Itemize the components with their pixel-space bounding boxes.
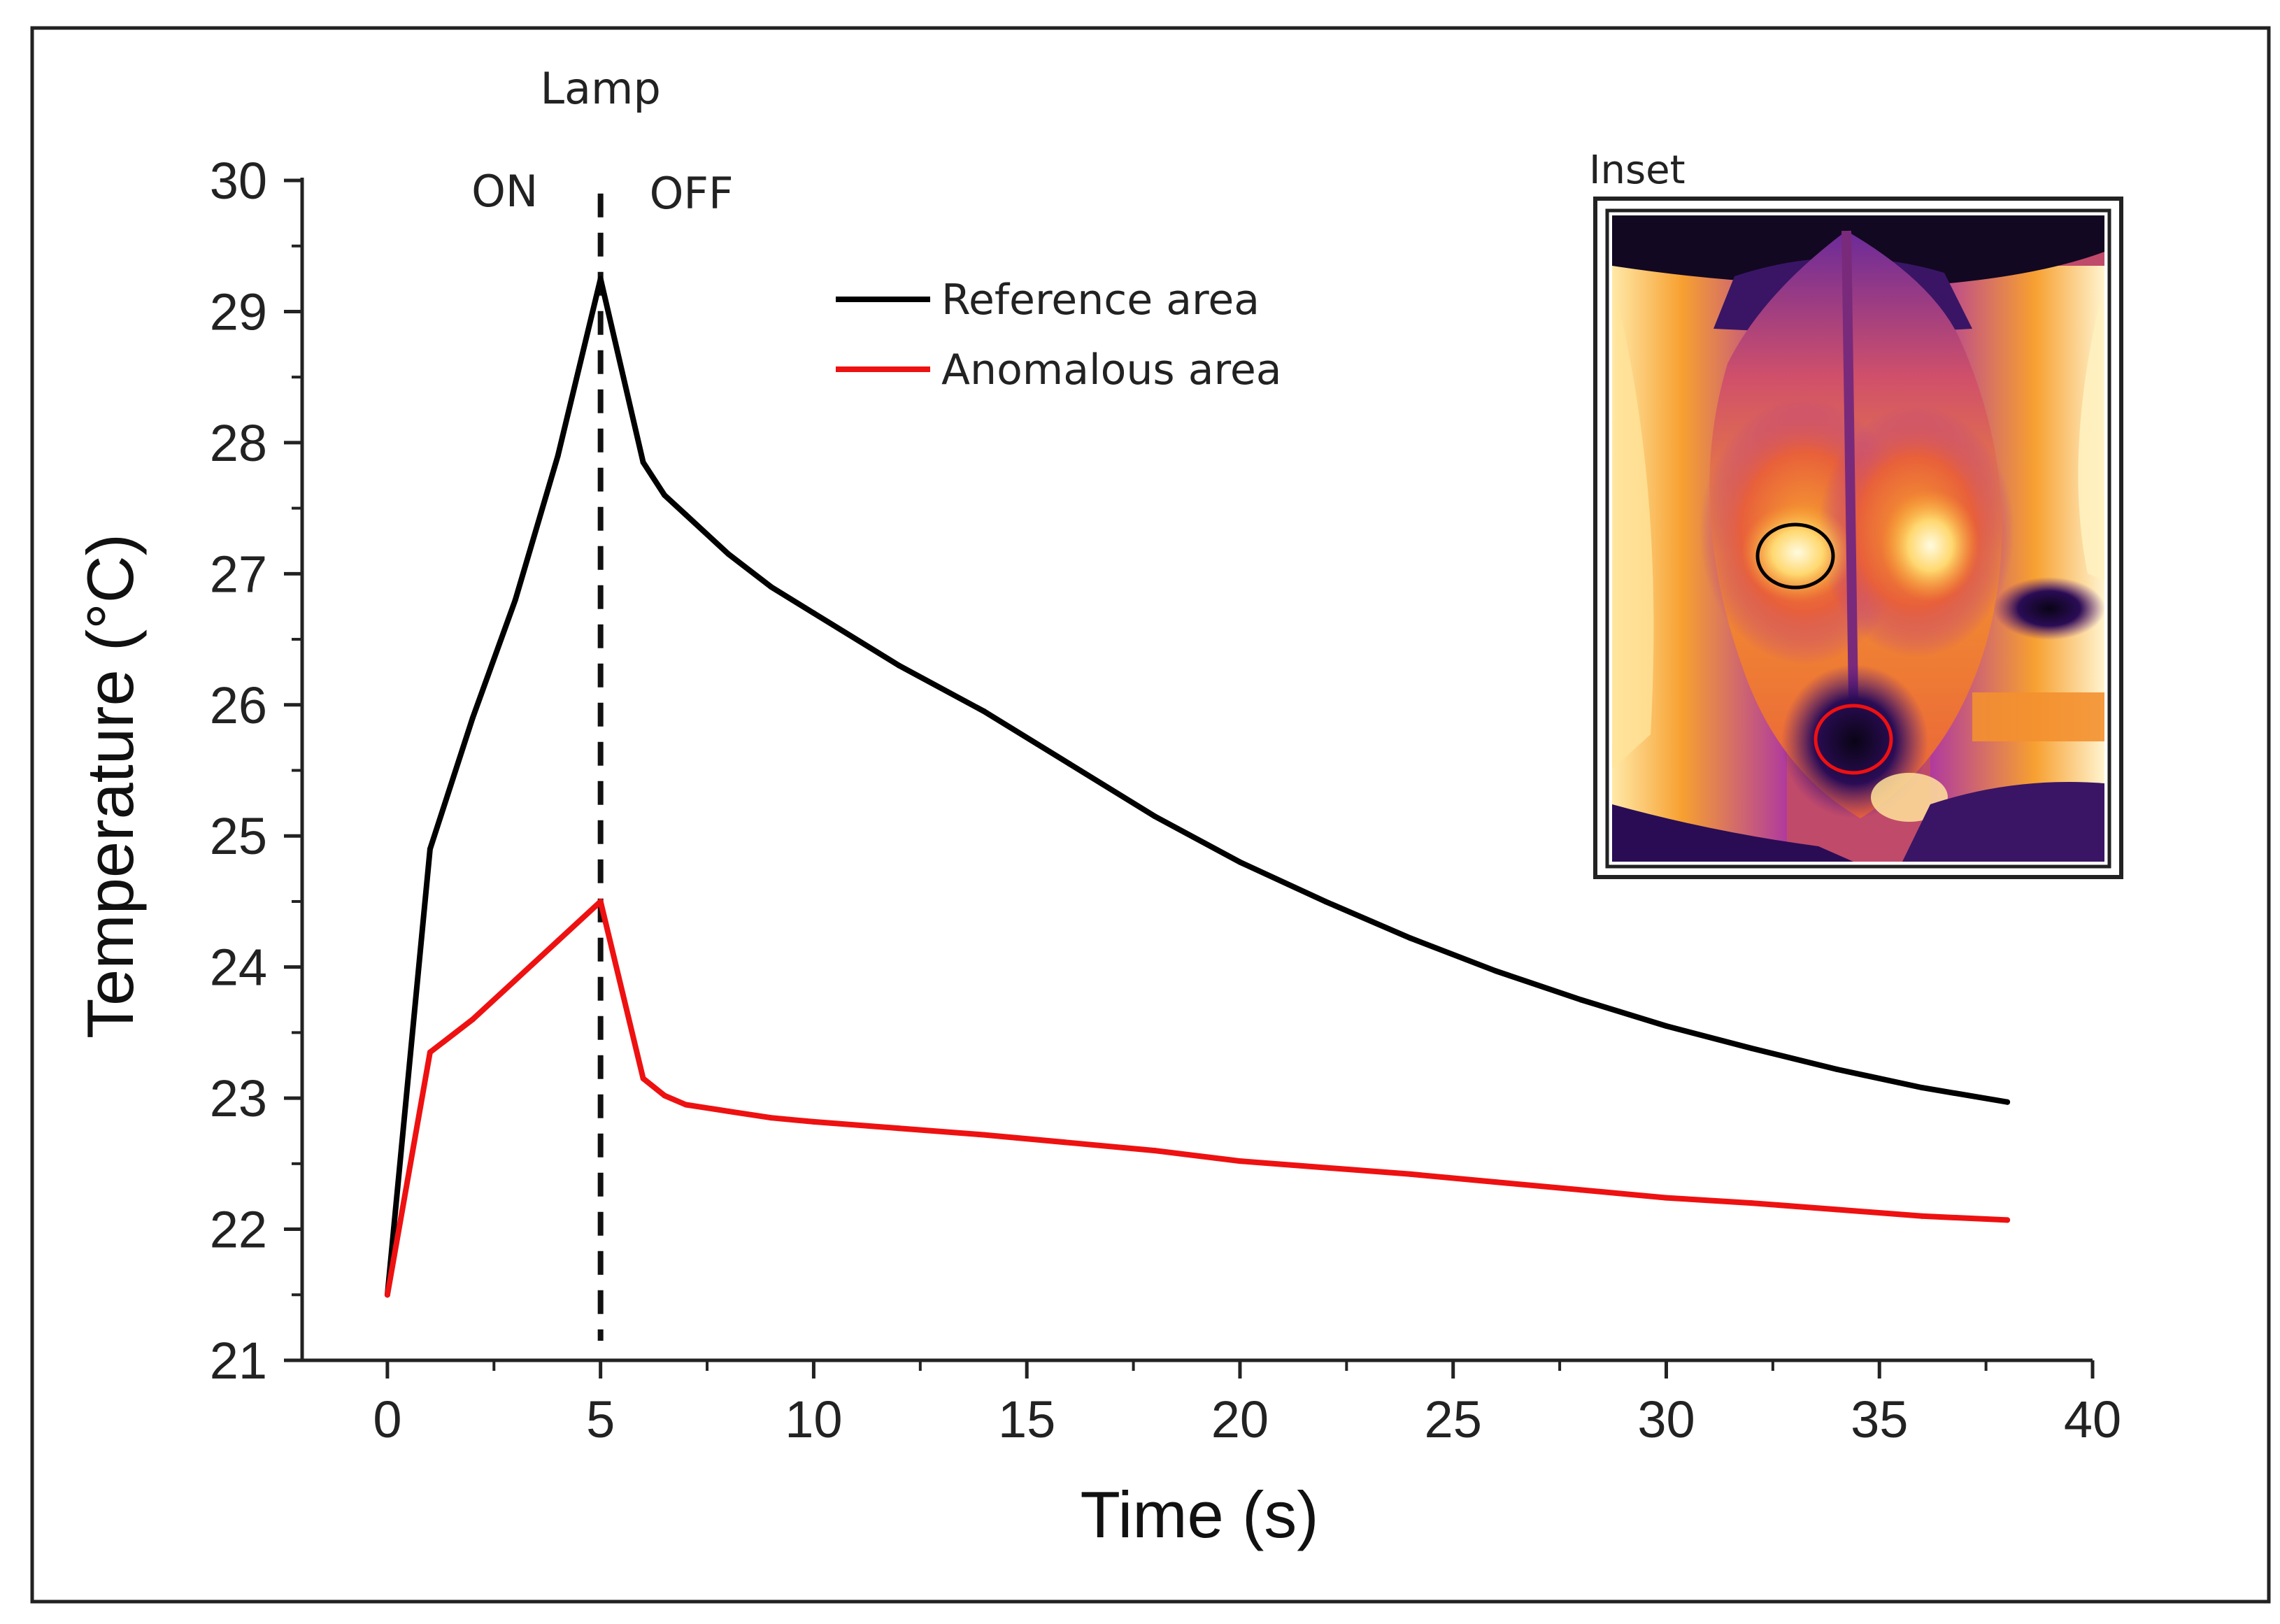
- data-point-anomalous-13: [981, 1132, 988, 1138]
- y-tick-label-23: 23: [210, 1069, 267, 1127]
- data-point-reference-12: [896, 662, 902, 669]
- x-tick-label-30: 30: [1637, 1390, 1695, 1448]
- data-point-anomalous-23: [1834, 1206, 1840, 1213]
- x-tick-label-5: 5: [586, 1390, 615, 1448]
- data-point-reference-21: [1663, 1023, 1669, 1030]
- y-tick-label-22: 22: [210, 1201, 267, 1259]
- data-point-anomalous-6: [640, 1075, 646, 1081]
- data-point-anomalous-14: [1067, 1139, 1073, 1146]
- y-tick-label-24: 24: [210, 939, 267, 997]
- y-tick-label-25: 25: [210, 807, 267, 865]
- data-point-anomalous-12: [896, 1125, 902, 1132]
- inset-title: Inset: [1589, 148, 1686, 193]
- x-tick-label-20: 20: [1211, 1390, 1269, 1448]
- data-point-reference-16: [1237, 859, 1243, 865]
- data-point-reference-5: [597, 276, 604, 282]
- data-point-reference-25: [2004, 1099, 2011, 1105]
- data-point-reference-8: [683, 511, 689, 518]
- data-point-anomalous-4: [555, 938, 561, 944]
- data-point-reference-18: [1407, 935, 1413, 941]
- data-point-reference-19: [1492, 968, 1499, 974]
- data-point-reference-6: [640, 460, 646, 466]
- y-tick-label-30: 30: [210, 152, 267, 210]
- data-point-anomalous-9: [725, 1108, 732, 1114]
- data-point-anomalous-0: [384, 1292, 390, 1298]
- axis-ticks: [284, 178, 2095, 1379]
- anomalous-area-marker: [1814, 704, 1893, 775]
- data-point-anomalous-16: [1237, 1158, 1243, 1164]
- y-tick-label-26: 26: [210, 676, 267, 734]
- x-tick-label-15: 15: [998, 1390, 1055, 1448]
- data-point-anomalous-11: [811, 1118, 817, 1125]
- figure-frame: [30, 26, 2271, 1604]
- y-axis-title: Temperature (°C): [73, 534, 147, 1039]
- data-point-reference-2: [469, 715, 476, 721]
- x-tick-label-10: 10: [785, 1390, 842, 1448]
- data-point-anomalous-21: [1663, 1195, 1669, 1201]
- x-tick-label-40: 40: [2064, 1390, 2121, 1448]
- data-point-anomalous-22: [1748, 1200, 1755, 1206]
- series-line-anomalous: [384, 898, 2011, 1298]
- data-point-anomalous-3: [512, 977, 518, 983]
- data-point-anomalous-5: [597, 898, 604, 904]
- legend-label-reference: Reference area: [941, 276, 1260, 325]
- legend-label-anomalous: Anomalous area: [941, 346, 1282, 394]
- data-point-reference-9: [725, 551, 732, 557]
- series-group: [384, 276, 2011, 1298]
- data-point-anomalous-24: [1919, 1213, 1925, 1219]
- data-point-reference-23: [1834, 1066, 1840, 1072]
- y-tick-label-21: 21: [210, 1332, 267, 1390]
- inset: Inset: [1589, 148, 2123, 879]
- data-point-reference-17: [1322, 898, 1328, 904]
- x-tick-label-25: 25: [1425, 1390, 1482, 1448]
- tick-labels: 0 5 10 15 20 25 30 35 40 21 22 23 24 25 26 27 28 29 30: [210, 152, 2121, 1448]
- data-point-anomalous-25: [2004, 1217, 2011, 1223]
- reference-area-marker: [1755, 522, 1835, 590]
- data-point-reference-20: [1578, 997, 1584, 1003]
- data-point-anomalous-15: [1152, 1148, 1158, 1154]
- data-point-reference-13: [981, 708, 988, 715]
- y-tick-label-29: 29: [210, 283, 267, 341]
- data-point-anomalous-20: [1578, 1187, 1584, 1193]
- inset-inner-frame: [1605, 208, 2111, 869]
- data-point-anomalous-8: [683, 1102, 689, 1108]
- data-point-reference-11: [811, 610, 817, 616]
- y-tick-label-27: 27: [210, 545, 267, 603]
- data-point-reference-4: [555, 453, 561, 459]
- data-point-anomalous-1: [427, 1049, 433, 1055]
- data-point-anomalous-7: [662, 1092, 668, 1099]
- series-line-reference: [384, 276, 2011, 1298]
- x-tick-label-35: 35: [1851, 1390, 1908, 1448]
- x-tick-label-0: 0: [373, 1390, 401, 1448]
- data-point-anomalous-19: [1492, 1179, 1499, 1185]
- lamp-on-label: ON: [471, 166, 538, 217]
- data-point-reference-24: [1919, 1085, 1925, 1091]
- data-point-anomalous-18: [1407, 1171, 1413, 1177]
- y-tick-label-28: 28: [210, 414, 267, 472]
- data-point-reference-14: [1067, 761, 1073, 767]
- lamp-label: Lamp: [541, 63, 661, 114]
- data-point-reference-22: [1748, 1045, 1755, 1051]
- legend: Reference area Anomalous area: [836, 276, 1282, 394]
- data-point-reference-15: [1152, 813, 1158, 820]
- data-point-reference-1: [427, 846, 433, 852]
- data-point-reference-7: [662, 492, 668, 498]
- data-point-anomalous-10: [768, 1115, 774, 1121]
- lamp-off-label: OFF: [650, 168, 734, 219]
- data-point-anomalous-17: [1322, 1164, 1328, 1171]
- data-point-reference-3: [512, 597, 518, 603]
- data-point-reference-10: [768, 584, 774, 590]
- data-point-anomalous-2: [469, 1016, 476, 1023]
- x-axis-title: Time (s): [1080, 1478, 1318, 1551]
- inset-thermogram: [1612, 215, 2104, 862]
